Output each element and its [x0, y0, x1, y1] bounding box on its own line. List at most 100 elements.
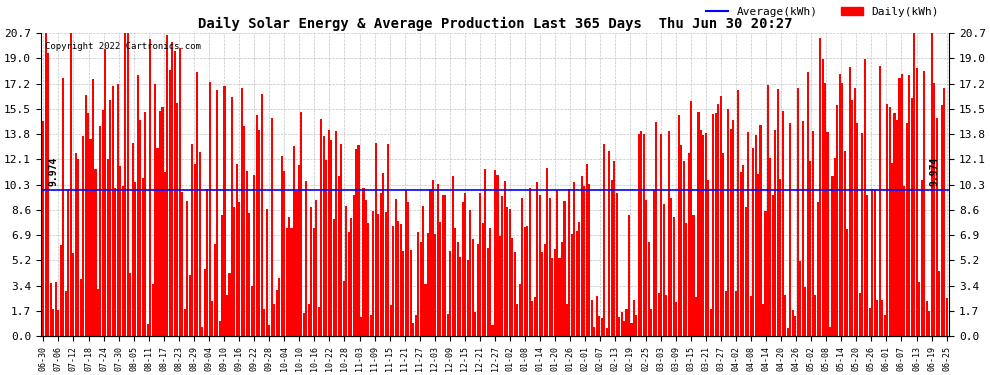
Bar — [945, 297, 947, 336]
Bar — [288, 217, 290, 336]
Bar — [82, 136, 84, 336]
Bar — [576, 231, 578, 336]
Bar — [59, 245, 61, 336]
Bar — [466, 260, 468, 336]
Bar — [97, 290, 99, 336]
Bar — [186, 201, 188, 336]
Bar — [387, 144, 389, 336]
Bar — [754, 135, 756, 336]
Bar — [52, 309, 54, 336]
Bar — [702, 135, 705, 336]
Bar — [762, 304, 764, 336]
Bar — [655, 122, 657, 336]
Bar — [499, 236, 501, 336]
Bar — [184, 309, 186, 336]
Bar — [581, 176, 583, 336]
Bar — [735, 291, 737, 336]
Bar — [318, 307, 320, 336]
Bar — [486, 248, 489, 336]
Bar — [542, 252, 544, 336]
Bar — [365, 200, 367, 336]
Bar — [461, 202, 463, 336]
Bar — [315, 200, 318, 336]
Bar — [336, 131, 338, 336]
Bar — [588, 184, 590, 336]
Bar — [280, 156, 283, 336]
Bar — [583, 186, 585, 336]
Bar — [537, 182, 539, 336]
Bar — [204, 270, 206, 336]
Bar — [943, 88, 945, 336]
Bar — [901, 74, 903, 336]
Bar — [728, 108, 730, 336]
Bar — [546, 168, 548, 336]
Bar — [611, 180, 613, 336]
Bar — [578, 222, 580, 336]
Bar — [807, 72, 809, 336]
Bar — [298, 165, 300, 336]
Bar — [201, 327, 203, 336]
Bar — [400, 224, 402, 336]
Bar — [738, 90, 740, 336]
Bar — [248, 213, 250, 336]
Bar — [134, 182, 137, 336]
Bar — [598, 316, 600, 336]
Bar — [122, 186, 124, 336]
Bar — [236, 164, 238, 336]
Bar — [687, 153, 690, 336]
Bar — [774, 130, 776, 336]
Bar — [84, 94, 86, 336]
Bar — [777, 89, 779, 336]
Bar — [692, 215, 695, 336]
Bar — [211, 301, 213, 336]
Bar — [752, 148, 754, 336]
Bar — [866, 195, 868, 336]
Bar — [45, 33, 47, 336]
Bar — [767, 86, 769, 336]
Bar — [367, 224, 369, 336]
Bar — [839, 74, 841, 336]
Bar — [685, 223, 687, 336]
Bar — [395, 199, 397, 336]
Bar — [293, 146, 295, 336]
Bar — [305, 181, 308, 336]
Bar — [909, 75, 911, 336]
Bar — [77, 159, 79, 336]
Bar — [501, 196, 504, 336]
Bar — [89, 140, 91, 336]
Bar — [219, 321, 221, 336]
Bar — [636, 315, 638, 336]
Bar — [886, 104, 888, 336]
Bar — [516, 304, 519, 336]
Bar — [742, 165, 744, 336]
Bar — [432, 180, 434, 336]
Bar — [422, 206, 424, 336]
Bar — [544, 243, 545, 336]
Bar — [710, 309, 712, 336]
Bar — [244, 126, 246, 336]
Bar — [370, 315, 372, 336]
Bar — [166, 34, 168, 336]
Bar — [757, 174, 759, 336]
Bar — [392, 226, 394, 336]
Bar — [241, 88, 243, 336]
Bar — [290, 228, 293, 336]
Bar — [814, 295, 816, 336]
Bar — [62, 78, 64, 336]
Bar — [229, 273, 231, 336]
Bar — [145, 111, 147, 336]
Bar — [824, 82, 826, 336]
Bar — [888, 107, 891, 336]
Bar — [628, 215, 630, 336]
Bar — [154, 84, 156, 336]
Bar — [109, 100, 112, 336]
Legend: Average(kWh), Daily(kWh): Average(kWh), Daily(kWh) — [702, 3, 943, 21]
Bar — [87, 112, 89, 336]
Bar — [740, 172, 742, 336]
Bar — [260, 94, 262, 336]
Bar — [863, 59, 866, 336]
Bar — [553, 249, 555, 336]
Bar — [209, 82, 211, 336]
Bar — [539, 195, 541, 336]
Bar — [48, 53, 50, 336]
